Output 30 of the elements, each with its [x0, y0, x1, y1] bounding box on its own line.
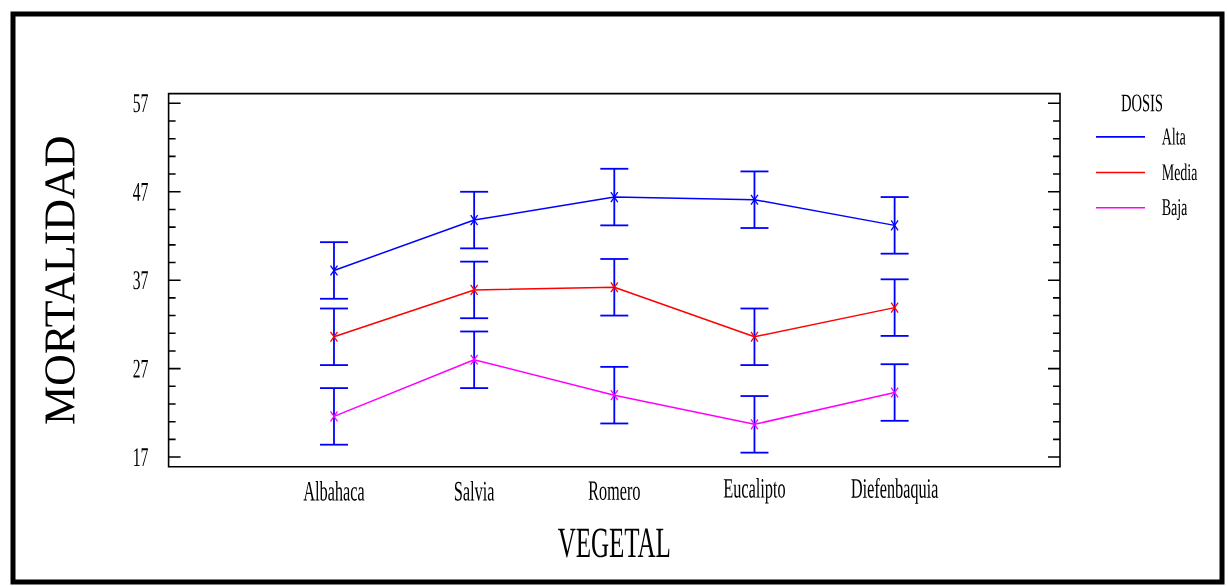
point	[610, 281, 619, 293]
legend-title: DOSIS	[1121, 94, 1163, 112]
y-tick-label: 47	[133, 182, 148, 201]
point	[610, 389, 619, 401]
point	[470, 354, 479, 366]
point	[329, 331, 339, 343]
point	[470, 284, 479, 296]
x-tick-label: Albahaca	[303, 480, 365, 501]
point	[890, 219, 899, 231]
x-axis-title: VEGETAL	[558, 528, 670, 558]
legend-label: Baja	[1162, 199, 1188, 221]
legend-label: Alta	[1161, 127, 1186, 145]
point	[470, 214, 479, 226]
point	[329, 410, 339, 422]
point	[750, 194, 759, 206]
x-tick-label: Romero	[588, 481, 640, 501]
y-tick-label: 27	[133, 359, 148, 378]
y-axis-title: MORTALIDAD	[45, 137, 75, 424]
point	[890, 302, 899, 314]
point	[750, 331, 759, 343]
legend-label: Media	[1162, 163, 1198, 181]
point	[329, 264, 339, 277]
point	[610, 191, 619, 203]
x-tick-label: Eucalipto	[723, 478, 785, 504]
point	[750, 418, 759, 430]
y-tick-label: 57	[133, 94, 148, 113]
x-tick-label: Salvia	[454, 480, 495, 501]
x-tick-label: Diefenbaquia	[851, 477, 939, 504]
y-tick-label: 37	[133, 271, 148, 290]
y-tick-label: 17	[134, 448, 148, 466]
